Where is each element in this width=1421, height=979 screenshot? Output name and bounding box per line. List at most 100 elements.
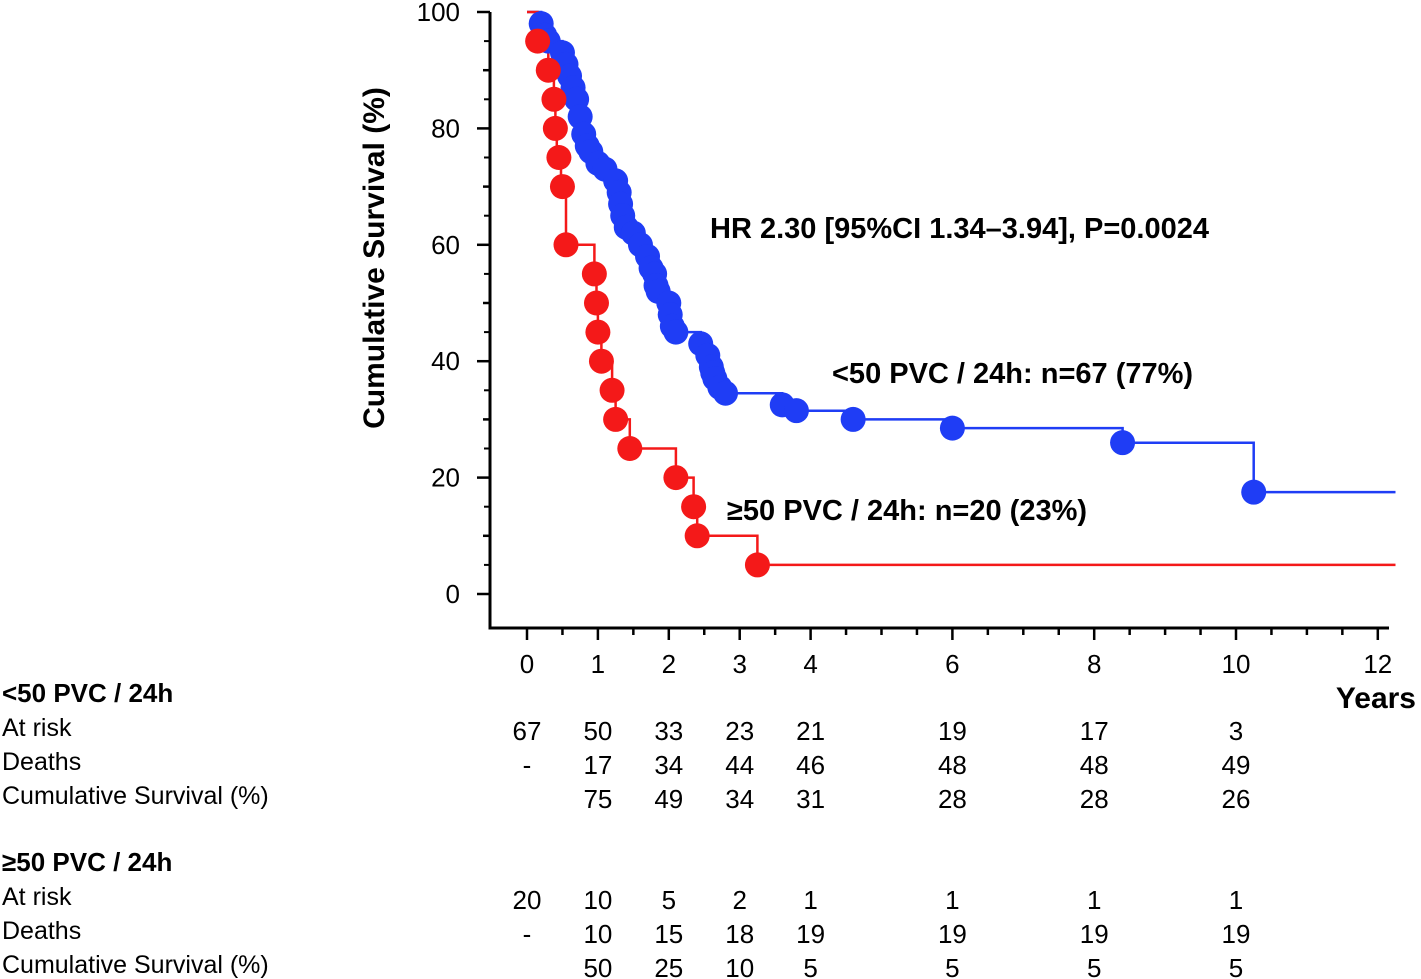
table-cell: 19	[796, 919, 825, 949]
censor-marker-high-pvc	[553, 232, 579, 258]
table-cell: 48	[938, 750, 967, 780]
table-cell: 34	[654, 750, 683, 780]
table-cell: 5	[1229, 953, 1243, 979]
table-cell: 33	[654, 716, 683, 746]
table-cell: 3	[1229, 716, 1243, 746]
table-row-label: At risk	[2, 883, 72, 911]
y-tick-label: 20	[431, 463, 460, 493]
table-row-label: Deaths	[2, 917, 81, 945]
table-cell: 18	[725, 919, 754, 949]
x-tick-label: 0	[520, 649, 534, 679]
table-cell: 50	[583, 953, 612, 979]
censor-marker-low-pvc	[783, 398, 809, 424]
table-cell: 5	[945, 953, 959, 979]
x-axis-label: Years	[1336, 682, 1416, 715]
table-cell: 10	[583, 919, 612, 949]
table-row-label: Deaths	[2, 748, 81, 776]
table-cell: -	[523, 919, 532, 949]
table-cell: 1	[945, 885, 959, 915]
table-cell: 19	[1222, 919, 1251, 949]
table-cell: 44	[725, 750, 754, 780]
y-tick-label: 100	[417, 0, 460, 27]
table-cell: 67	[513, 716, 542, 746]
table-group-label: ≥50 PVC / 24h	[2, 847, 172, 877]
x-tick-label: 2	[662, 649, 676, 679]
table-cell: 19	[938, 716, 967, 746]
table-row-label: Cumulative Survival (%)	[2, 782, 269, 810]
table-cell: 20	[513, 885, 542, 915]
series-label-low-pvc: <50 PVC / 24h: n=67 (77%)	[832, 358, 1193, 390]
x-tick-label: 10	[1222, 649, 1251, 679]
censor-marker-low-pvc	[1110, 430, 1136, 456]
table-cell: 31	[796, 784, 825, 814]
table-row-label: At risk	[2, 714, 72, 742]
table-cell: 49	[654, 784, 683, 814]
table-cell: 17	[583, 750, 612, 780]
censor-marker-high-pvc	[684, 523, 710, 549]
table-cell: 28	[938, 784, 967, 814]
table-cell: 2	[732, 885, 746, 915]
censor-marker-low-pvc	[1241, 479, 1267, 505]
table-cell: 19	[938, 919, 967, 949]
table-cell: 21	[796, 716, 825, 746]
table-cell: 5	[662, 885, 676, 915]
censor-marker-high-pvc	[546, 145, 572, 170]
censor-marker-high-pvc	[681, 494, 707, 520]
table-cell: 5	[803, 953, 817, 979]
censor-marker-high-pvc	[535, 57, 561, 83]
table-cell: 34	[725, 784, 754, 814]
table-cell: -	[523, 750, 532, 780]
y-tick-label: 80	[431, 113, 460, 143]
table-cell: 26	[1222, 784, 1251, 814]
y-tick-label: 0	[446, 579, 460, 609]
table-cell: 75	[583, 784, 612, 814]
table-cell: 23	[725, 716, 754, 746]
series-label-high-pvc: ≥50 PVC / 24h: n=20 (23%)	[727, 495, 1087, 527]
table-cell: 10	[583, 885, 612, 915]
censor-marker-low-pvc	[663, 319, 689, 345]
y-tick-label: 40	[431, 346, 460, 376]
x-tick-label: 6	[945, 649, 959, 679]
x-tick-label: 12	[1363, 649, 1392, 679]
x-tick-label: 3	[732, 649, 746, 679]
table-cell: 50	[583, 716, 612, 746]
censor-marker-high-pvc	[663, 465, 689, 491]
censor-marker-high-pvc	[541, 86, 567, 112]
table-cell: 48	[1080, 750, 1109, 780]
x-tick-label: 4	[803, 649, 817, 679]
censor-marker-high-pvc	[549, 174, 575, 200]
censor-marker-high-pvc	[617, 436, 643, 461]
table-cell: 19	[1080, 919, 1109, 949]
y-axis-label: Cumulative Survival (%)	[358, 87, 391, 429]
censor-marker-high-pvc	[525, 28, 551, 54]
censor-marker-low-pvc	[713, 380, 739, 406]
censor-marker-high-pvc	[603, 406, 629, 432]
table-group-label: <50 PVC / 24h	[2, 678, 173, 708]
table-cell: 1	[803, 885, 817, 915]
table-cell: 49	[1222, 750, 1251, 780]
censor-marker-high-pvc	[542, 115, 568, 141]
hazard-ratio-annotation: HR 2.30 [95%CI 1.34–3.94], P=0.0024	[710, 213, 1209, 245]
censor-marker-high-pvc	[744, 552, 770, 578]
censor-marker-high-pvc	[585, 319, 611, 345]
y-tick-label: 60	[431, 230, 460, 260]
censor-markers	[525, 11, 1267, 578]
table-cell: 10	[725, 953, 754, 979]
x-tick-label: 1	[591, 649, 605, 679]
table-cell: 1	[1087, 885, 1101, 915]
table-row-label: Cumulative Survival (%)	[2, 951, 269, 979]
chart-labels: Cumulative Survival (%) Years HR 2.30 [9…	[358, 87, 1416, 715]
censor-marker-high-pvc	[581, 261, 607, 287]
table-cell: 46	[796, 750, 825, 780]
censor-marker-low-pvc	[840, 406, 866, 432]
censor-marker-high-pvc	[588, 348, 614, 374]
censor-marker-high-pvc	[583, 290, 609, 316]
censor-marker-low-pvc	[939, 415, 965, 441]
table-cell: 5	[1087, 953, 1101, 979]
table-cell: 15	[654, 919, 683, 949]
table-cell: 28	[1080, 784, 1109, 814]
table-cell: 17	[1080, 716, 1109, 746]
